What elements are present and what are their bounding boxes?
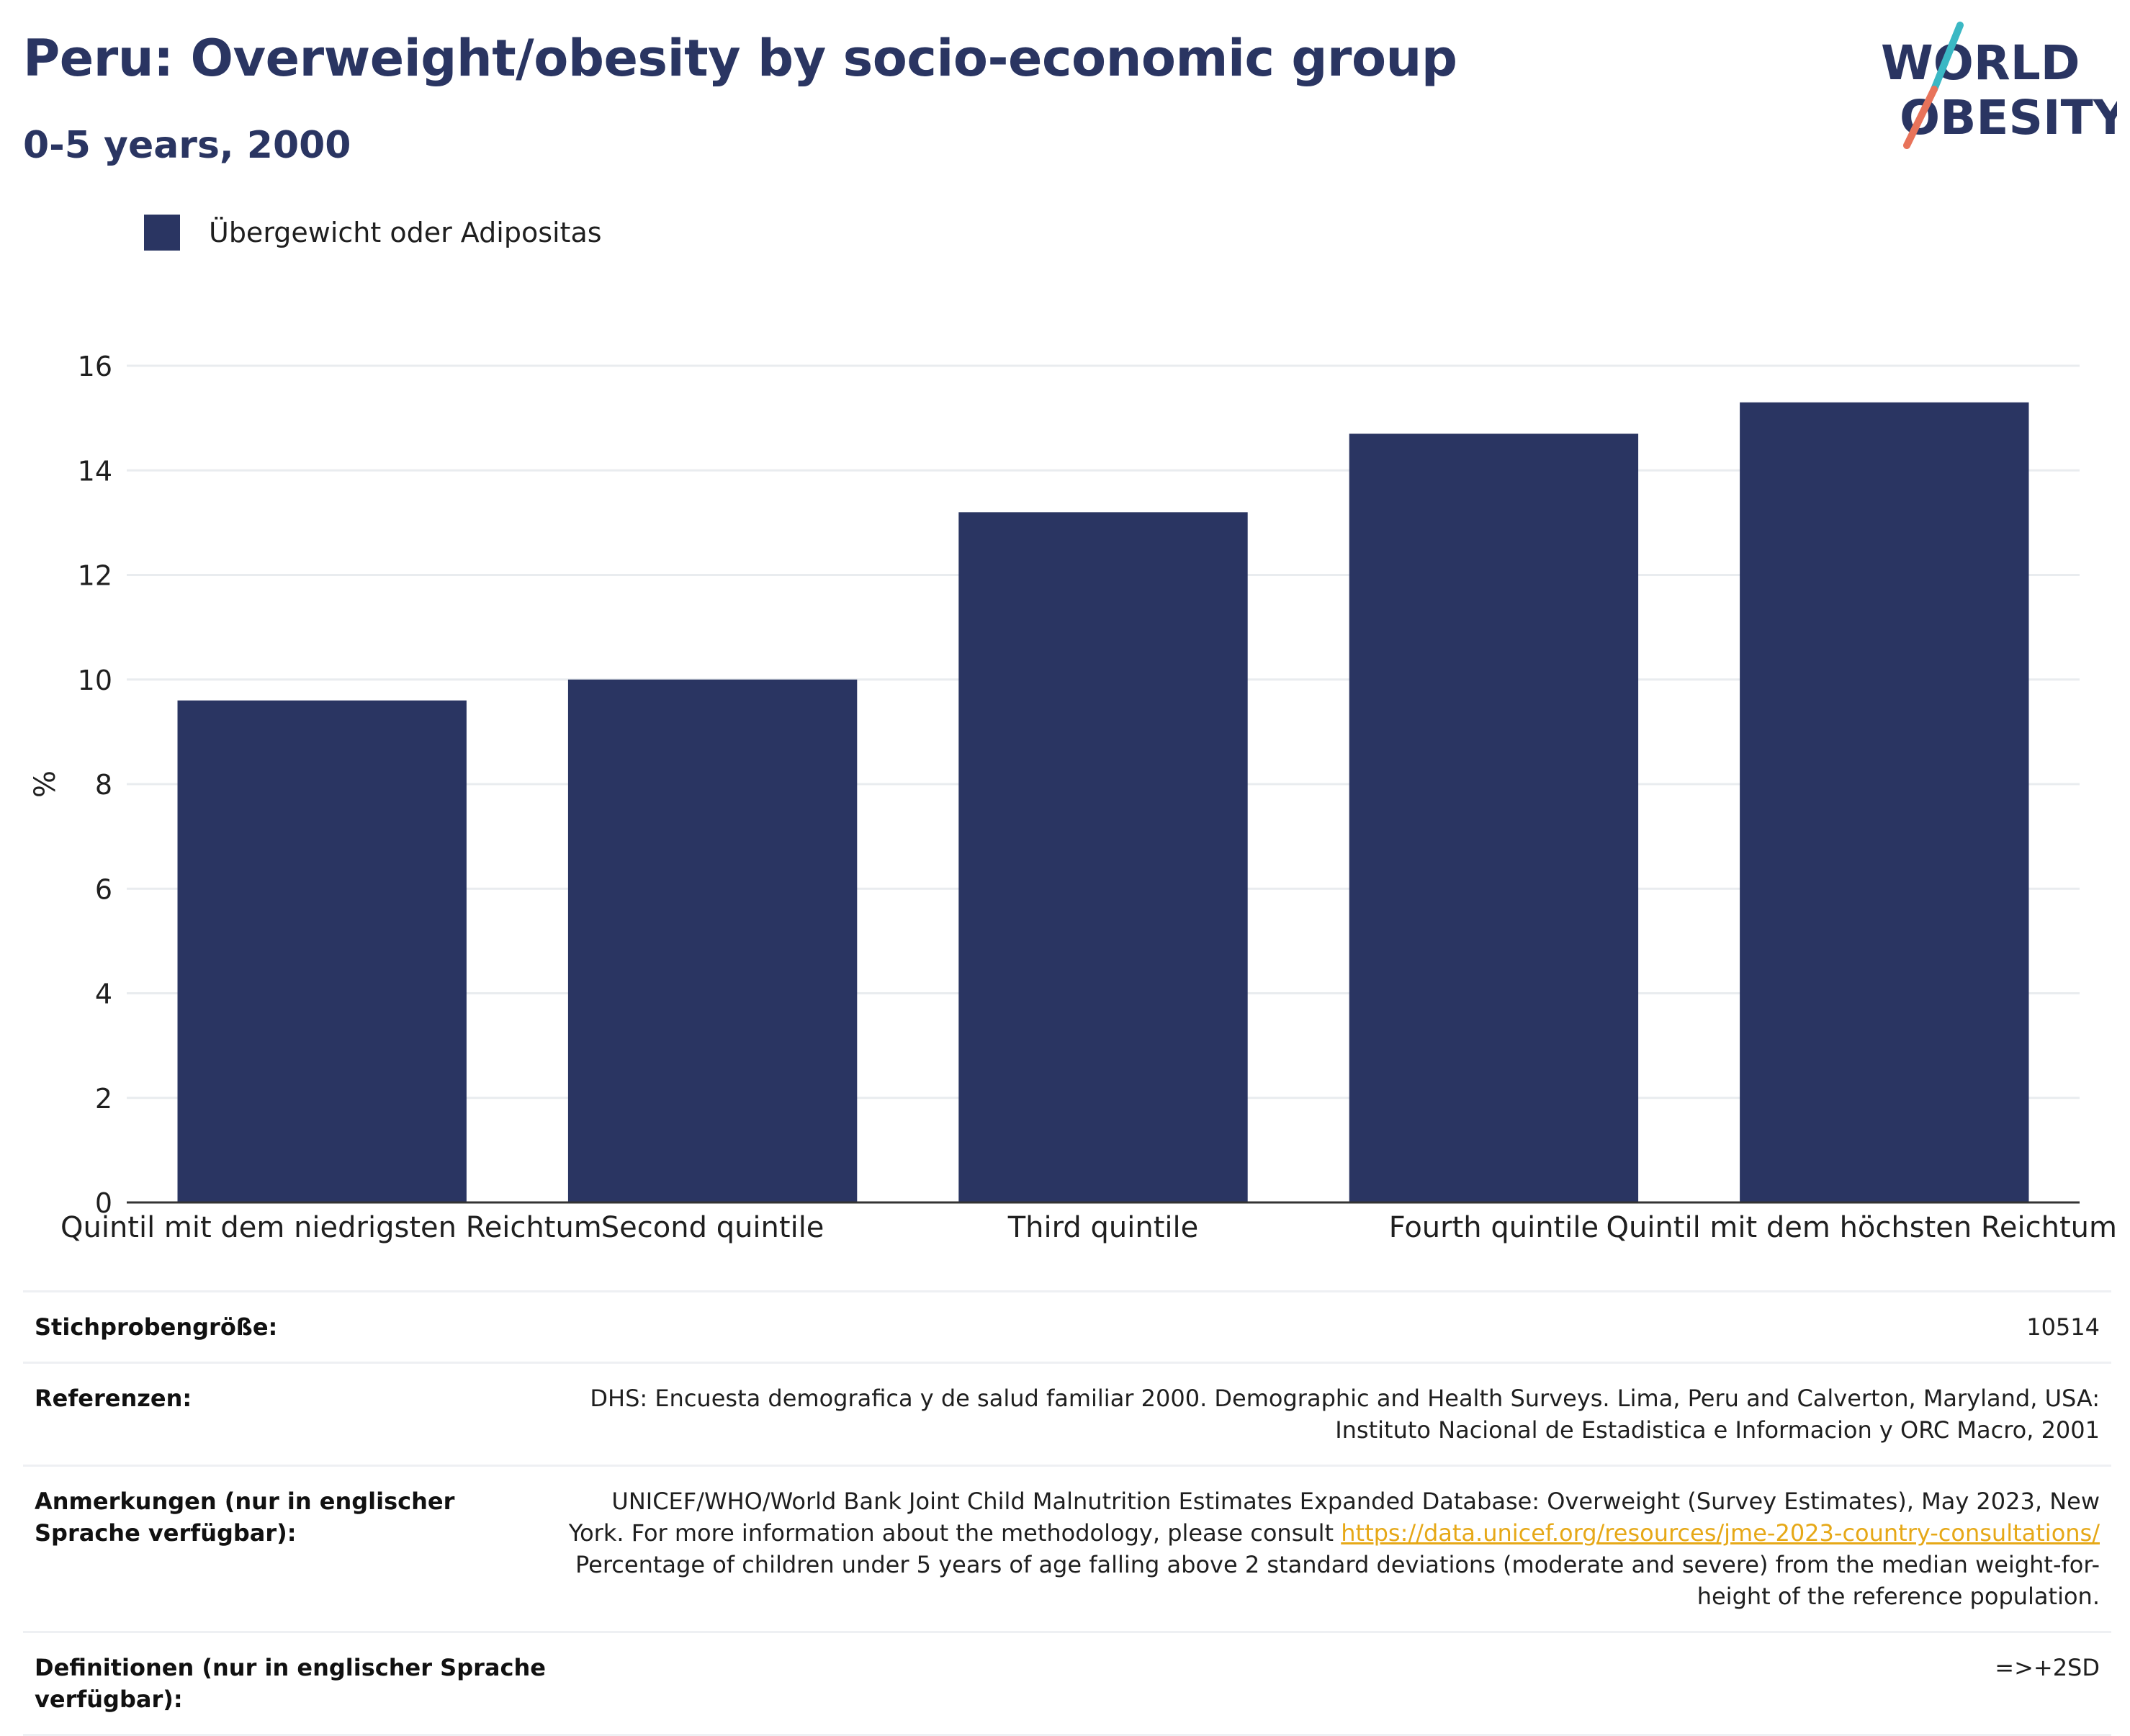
info-value-notes: UNICEF/WHO/World Bank Joint Child Malnut… — [553, 1466, 2111, 1632]
chart-subtitle: 0-5 years, 2000 — [23, 124, 351, 167]
bar — [1349, 433, 1639, 1202]
bar — [567, 679, 858, 1202]
info-key-sample-size: Stichprobengröße: — [35, 1313, 278, 1341]
y-tick-label: 16 — [78, 351, 112, 382]
info-value-sample-size: 10514 — [2026, 1313, 2100, 1341]
info-row-notes: Anmerkungen (nur in englischer Sprache v… — [23, 1465, 2111, 1632]
y-tick-label: 10 — [78, 665, 112, 696]
y-tick-label: 4 — [95, 979, 112, 1010]
x-tick-label: Third quintile — [1007, 1211, 1198, 1244]
logo-slash-bottom — [1903, 86, 1938, 149]
bar-chart: 0 2 4 6 8 10 12 14 16% Quintil mit dem niedrigste… — [29, 351, 2117, 1244]
chart-title: Peru: Overweight/obesity by socio-econom… — [23, 29, 1457, 88]
info-value-definitions: =>+2SD — [1995, 1654, 2100, 1681]
x-tick-label: Fourth quintile — [1389, 1211, 1599, 1244]
logo-line1: WORLD — [1881, 35, 2080, 91]
notes-link[interactable]: https://data.unicef.org/resources/jme-20… — [1341, 1519, 2100, 1547]
y-tick-label: 0 — [95, 1187, 112, 1219]
legend-swatch — [144, 215, 180, 251]
y-tick-label: 12 — [78, 560, 112, 592]
logo-slash-top — [1931, 22, 1964, 93]
info-key-notes: Anmerkungen (nur in englischer Sprache v… — [35, 1488, 455, 1547]
info-row-references: Referenzen: DHS: Encuesta demografica y … — [23, 1362, 2111, 1466]
bar — [1740, 402, 2029, 1202]
info-table: Stichprobengröße: 10514 Referenzen: DHS:… — [23, 1290, 2111, 1736]
world-obesity-logo: WORLD OBESITY — [1881, 22, 2117, 149]
info-row-sample-size: Stichprobengröße: 10514 — [23, 1291, 2111, 1363]
notes-text-after: Percentage of children under 5 years of … — [575, 1551, 2100, 1610]
y-tick-label: 14 — [78, 455, 112, 487]
info-key-definitions: Definitionen (nur in englischer Sprache … — [35, 1654, 546, 1713]
y-axis-label: % — [29, 770, 62, 798]
x-tick-label: Second quintile — [601, 1211, 824, 1244]
legend-label: Übergewicht oder Adipositas — [209, 217, 602, 248]
x-tick-label: Quintil mit dem niedrigsten Reichtum — [60, 1211, 602, 1244]
info-key-references: Referenzen: — [35, 1385, 192, 1412]
x-tick-label: Quintil mit dem höchsten Reichtum — [1606, 1211, 2117, 1244]
legend: Übergewicht oder Adipositas — [144, 215, 602, 251]
y-tick-label: 6 — [95, 873, 112, 905]
bar — [177, 700, 467, 1202]
info-value-references: DHS: Encuesta demografica y de salud fam… — [590, 1385, 2100, 1444]
logo-line2: OBESITY — [1900, 90, 2117, 145]
y-tick-label: 2 — [95, 1083, 112, 1115]
notes-text-before: UNICEF/WHO/World Bank Joint Child Malnut… — [568, 1488, 2100, 1547]
info-row-definitions: Definitionen (nur in englischer Sprache … — [23, 1632, 2111, 1735]
y-tick-label: 8 — [95, 769, 112, 801]
bar — [958, 512, 1248, 1202]
